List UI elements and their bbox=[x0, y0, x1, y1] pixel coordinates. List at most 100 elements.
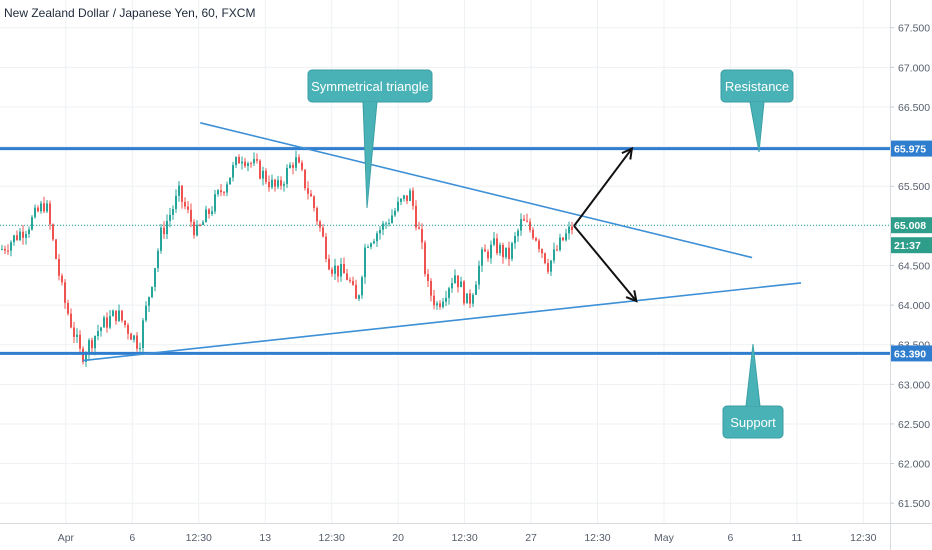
candle-body bbox=[271, 179, 273, 188]
candle-body bbox=[70, 313, 72, 328]
candle-body bbox=[493, 238, 495, 245]
candle-body bbox=[412, 190, 414, 206]
candle-body bbox=[190, 209, 192, 222]
candle-body bbox=[400, 198, 402, 202]
candle-body bbox=[523, 219, 525, 221]
candle-body bbox=[457, 275, 459, 288]
callout-text: Symmetrical triangle bbox=[311, 79, 429, 94]
candle-body bbox=[316, 208, 318, 222]
candle-body bbox=[121, 310, 123, 321]
callout-pointer-fill bbox=[364, 102, 376, 208]
price-tick-label: 67.500 bbox=[898, 23, 930, 35]
time-tick-label: 11 bbox=[791, 532, 802, 544]
candle-body bbox=[268, 181, 270, 188]
candle-body bbox=[40, 203, 42, 212]
candle-body bbox=[115, 310, 117, 321]
time-tick-label: 6 bbox=[727, 532, 733, 544]
candle-body bbox=[262, 170, 264, 179]
candle-body bbox=[535, 238, 537, 241]
candle-body bbox=[259, 160, 261, 179]
arrow-down-shaft bbox=[573, 225, 638, 302]
candle-body bbox=[352, 280, 354, 285]
candle-body bbox=[379, 229, 381, 234]
callout-symmetrical-triangle[interactable]: Symmetrical triangle bbox=[307, 69, 433, 209]
candle-body bbox=[244, 161, 246, 167]
chart-title: New Zealand Dollar / Japanese Yen, 60, F… bbox=[4, 6, 256, 20]
candle-body bbox=[511, 243, 513, 259]
candle-body bbox=[490, 244, 492, 259]
candle-body bbox=[451, 283, 453, 289]
callout-text: Support bbox=[730, 415, 776, 430]
callout-pointer-fill bbox=[751, 102, 763, 152]
candle-body bbox=[1, 248, 3, 250]
candle-body bbox=[394, 210, 396, 216]
candle-body bbox=[514, 236, 516, 244]
candle-body bbox=[406, 195, 408, 201]
candle-body bbox=[430, 280, 432, 296]
candle-body bbox=[325, 236, 327, 259]
candle-body bbox=[391, 215, 393, 224]
price-tick-label: 66.500 bbox=[898, 102, 930, 114]
candle-body bbox=[106, 317, 108, 328]
candle-body bbox=[520, 219, 522, 231]
last-price-tag-bg bbox=[891, 217, 932, 234]
callout-support[interactable]: Support bbox=[722, 343, 784, 439]
candle-body bbox=[10, 242, 12, 251]
trend-line-upper bbox=[200, 122, 753, 259]
candle-body bbox=[49, 203, 51, 225]
candle-body bbox=[208, 209, 210, 214]
candle-body bbox=[487, 251, 489, 259]
candle-body bbox=[427, 274, 429, 281]
support-price-tag-bg bbox=[891, 345, 932, 362]
candle-body bbox=[448, 288, 450, 298]
candle-body bbox=[130, 333, 132, 340]
candle-body bbox=[373, 241, 375, 244]
price-tick-label: 61.500 bbox=[898, 498, 930, 510]
candle-body bbox=[436, 303, 438, 306]
candle-body bbox=[205, 209, 207, 223]
time-tick-label: 12:30 bbox=[584, 532, 610, 544]
candle-body bbox=[127, 325, 129, 334]
candle-body bbox=[397, 201, 399, 211]
candle-body bbox=[460, 281, 462, 288]
candle-body bbox=[55, 239, 57, 260]
candle-body bbox=[346, 273, 348, 280]
time-axis[interactable]: Apr 6 12:30 13 12:30 20 12:30 27 12:30 May 6 11 12:3… bbox=[0, 523, 932, 545]
price-axis[interactable]: 67.50067.00066.50066.00065.50065.00064.5… bbox=[890, 0, 932, 550]
candle-body bbox=[301, 162, 303, 170]
candle-body bbox=[235, 156, 237, 166]
price-tick-label: 62.500 bbox=[898, 419, 930, 431]
callout-resistance[interactable]: Resistance bbox=[720, 69, 794, 153]
candle-body bbox=[124, 320, 126, 326]
candle-body bbox=[109, 316, 111, 328]
candle-body bbox=[154, 268, 156, 287]
candle-body bbox=[544, 253, 546, 264]
candle-body bbox=[310, 193, 312, 197]
candle-body bbox=[553, 249, 555, 261]
candle-body bbox=[22, 231, 24, 238]
candle-body bbox=[88, 340, 90, 354]
candle-body bbox=[388, 223, 390, 225]
candle-body bbox=[211, 211, 213, 214]
candle-body bbox=[418, 227, 420, 229]
candle-body bbox=[7, 250, 9, 252]
arrow-down-head bbox=[625, 290, 638, 303]
candle-body bbox=[475, 284, 477, 295]
candle-body bbox=[322, 227, 324, 237]
time-tick-label: 6 bbox=[129, 532, 135, 544]
candle-body bbox=[52, 224, 54, 240]
candle-body bbox=[283, 184, 285, 186]
candle-body bbox=[478, 265, 480, 285]
candle-body bbox=[328, 258, 330, 270]
candle-body bbox=[196, 224, 198, 236]
candle-body bbox=[34, 207, 36, 218]
candle-body bbox=[382, 223, 384, 230]
candlestick-series bbox=[1, 150, 573, 367]
candle-body bbox=[424, 242, 426, 275]
candle-body bbox=[541, 249, 543, 254]
candle-body bbox=[568, 226, 570, 234]
candle-body bbox=[358, 295, 360, 299]
candle-body bbox=[112, 310, 114, 317]
candle-body bbox=[181, 185, 183, 202]
